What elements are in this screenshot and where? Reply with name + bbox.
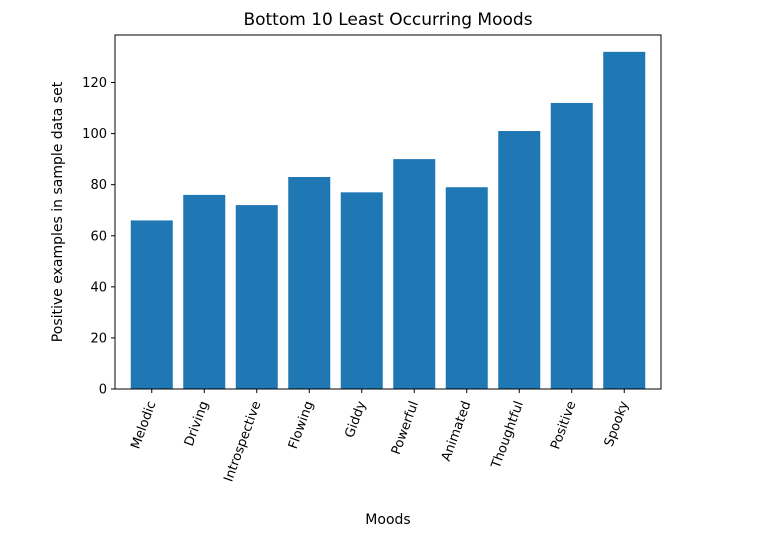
y-axis-label: Positive examples in sample data set [50, 81, 66, 342]
y-tick-label: 60 [90, 229, 107, 244]
chart-title: Bottom 10 Least Occurring Moods [243, 10, 532, 30]
bar-positive [550, 102, 593, 389]
plot-frame [114, 34, 662, 390]
y-tick-label: 80 [90, 178, 107, 193]
x-tick-label: Driving [182, 399, 212, 448]
y-axis: 0 20 40 60 80 100 120 [82, 76, 115, 398]
x-tick-label: Spooky [602, 399, 632, 449]
x-tick-label: Positive [548, 399, 579, 451]
y-tick-label: 100 [82, 127, 107, 142]
bar-spooky [603, 51, 646, 390]
x-tick-label: Introspective [221, 399, 264, 484]
bar-giddy [340, 192, 383, 389]
x-tick-label: Thoughtful [488, 399, 527, 471]
bars-group [130, 51, 646, 390]
bar-introspective [235, 205, 278, 389]
x-axis: Melodic Driving Introspective Flowing Giddy P… [128, 389, 632, 484]
x-axis-label: Moods [365, 512, 410, 528]
bar-animated [445, 187, 488, 389]
x-tick-label: Animated [439, 399, 475, 463]
y-tick-label: 0 [99, 383, 107, 398]
bar-flowing [288, 177, 331, 389]
x-tick-label: Giddy [342, 399, 369, 440]
x-tick-label: Powerful [389, 399, 422, 457]
bar-driving [183, 194, 226, 389]
bar-powerful [393, 159, 436, 389]
x-tick-label: Melodic [128, 399, 159, 451]
y-tick-label: 120 [82, 76, 107, 91]
x-tick-label: Flowing [286, 399, 317, 451]
y-tick-label: 40 [90, 280, 107, 295]
y-tick-label: 20 [90, 331, 107, 346]
bar-melodic [130, 220, 173, 389]
bar-thoughtful [498, 131, 541, 389]
